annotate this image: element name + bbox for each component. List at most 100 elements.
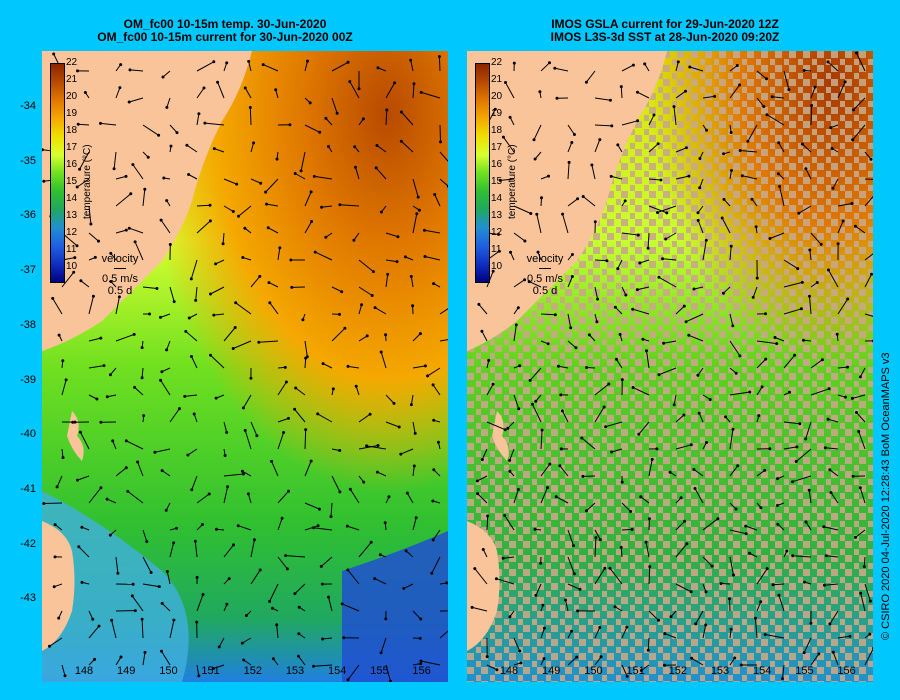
velocity-arrow-head [127, 100, 131, 104]
velocity-arrow [828, 269, 839, 288]
longitude-label: 155 [795, 665, 814, 677]
velocity-arrow-head [221, 242, 225, 246]
velocity-arrow-head [316, 524, 320, 528]
velocity-arrow-head [431, 538, 435, 542]
velocity-arrow [640, 496, 650, 504]
velocity-arrow-head [172, 541, 176, 545]
velocity-arrow-head [247, 59, 251, 63]
velocity-arrow [856, 52, 866, 72]
velocity-arrow [615, 358, 623, 369]
velocity-arrow [186, 144, 198, 153]
velocity-arrow [223, 327, 236, 342]
velocity-arrow-head [692, 287, 696, 291]
velocity-arrow-head [829, 491, 833, 495]
velocity-arrow [349, 488, 360, 504]
velocity-arrow [412, 610, 422, 620]
velocity-arrow-head [643, 62, 647, 66]
velocity-arrow-head [584, 80, 588, 84]
velocity-arrow-head [535, 212, 539, 216]
velocity-arrow-head [360, 303, 364, 307]
velocity-arrow-head [872, 339, 873, 343]
velocity-arrow [196, 664, 200, 676]
velocity-arrow-head [828, 622, 832, 626]
velocity-arrow-head [533, 157, 537, 161]
velocity-arrow [142, 189, 146, 207]
velocity-arrow-head [855, 51, 858, 55]
velocity-arrow-head [785, 549, 789, 553]
velocity-arrow-head [42, 179, 46, 183]
velocity-arrow [322, 637, 333, 640]
velocity-arrow-head [76, 69, 79, 73]
velocity-arrow [729, 391, 750, 396]
velocity-arrow-head [534, 399, 538, 403]
velocity-arrow-head [318, 130, 322, 134]
velocity-arrow [837, 635, 851, 639]
right-colorbar-axis-label: temperature (°C) [507, 144, 518, 219]
velocity-arrow [504, 515, 515, 531]
velocity-arrow [477, 475, 488, 482]
velocity-arrow-head [685, 542, 689, 546]
velocity-arrow-head [657, 373, 661, 377]
velocity-arrow-head [165, 105, 169, 109]
velocity-arrow [621, 64, 634, 72]
velocity-arrow-head [415, 212, 419, 216]
velocity-arrow [100, 122, 117, 126]
velocity-arrow [695, 610, 704, 625]
velocity-arrow-head [126, 489, 130, 493]
velocity-arrow [265, 178, 279, 193]
velocity-arrow-head [754, 225, 758, 229]
velocity-arrow-head [243, 428, 247, 432]
velocity-arrow-head [518, 649, 522, 653]
velocity-arrow-head [518, 364, 522, 368]
velocity-arrow [304, 191, 312, 207]
velocity-arrow [439, 339, 448, 342]
velocity-arrow [513, 637, 521, 652]
flinders-island [492, 411, 509, 461]
velocity-arrow [540, 62, 550, 72]
left-title-line1: OM_fc00 10-15m temp. 30-Jun-2020 [123, 17, 327, 31]
velocity-arrow-head [777, 141, 781, 145]
velocity-arrow-head [105, 497, 109, 501]
velocity-arrow-head [244, 614, 248, 617]
velocity-arrow-head [278, 246, 282, 250]
right-sst-map [467, 51, 873, 682]
velocity-arrow [331, 286, 342, 293]
velocity-arrow-head [672, 105, 676, 109]
velocity-arrow [729, 340, 741, 357]
velocity-arrow [410, 276, 414, 288]
velocity-arrow-head [162, 176, 166, 180]
velocity-arrow-head [852, 108, 855, 112]
velocity-arrow [863, 556, 866, 567]
velocity-arrow-head [608, 566, 612, 570]
velocity-arrow-head [748, 390, 752, 394]
longitude-label: 151 [626, 665, 645, 677]
velocity-arrow-head [855, 411, 858, 414]
longitude-label: 155 [370, 665, 389, 677]
velocity-arrow-head [692, 467, 696, 471]
velocity-arrow-head [119, 63, 123, 67]
velocity-arrow-head [696, 211, 700, 215]
velocity-arrow-head [175, 131, 179, 135]
velocity-arrow-head [553, 313, 557, 317]
velocity-arrow-head [237, 214, 240, 218]
velocity-arrow-head [209, 353, 212, 357]
velocity-arrow [721, 217, 731, 234]
velocity-legend-time: 0.5 d [107, 285, 133, 297]
velocity-arrow-head [637, 432, 641, 436]
velocity-legend-speed: 0.5 m/s [526, 273, 564, 285]
velocity-arrow [358, 335, 368, 342]
velocity-arrow [827, 61, 839, 72]
velocity-arrow-head [243, 226, 247, 230]
colorbar-tick-label: 22 [491, 57, 503, 68]
velocity-arrow-head [682, 304, 686, 308]
velocity-arrow [88, 487, 102, 504]
velocity-arrow [611, 448, 623, 453]
velocity-arrow [567, 556, 575, 574]
velocity-arrow-head [108, 373, 112, 377]
velocity-arrow [187, 448, 198, 456]
longitude-label: 148 [74, 665, 94, 677]
velocity-arrow [830, 492, 839, 504]
velocity-arrow [115, 229, 127, 234]
velocity-arrow-head [698, 157, 702, 160]
velocity-arrow-head [722, 152, 726, 156]
